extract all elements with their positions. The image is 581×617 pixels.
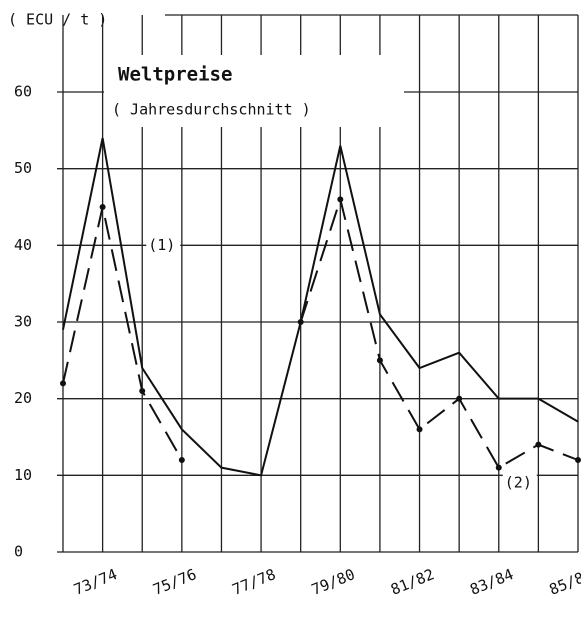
series-line bbox=[62, 137, 579, 477]
y-tick-label: 0 bbox=[14, 543, 23, 561]
y-tick-label: 60 bbox=[14, 83, 32, 101]
y-tick-label: 10 bbox=[14, 466, 32, 484]
y-tick-label: 20 bbox=[14, 389, 32, 407]
y-tick-label: 50 bbox=[14, 159, 32, 177]
annotation-bg bbox=[502, 472, 537, 494]
annotation: (1) bbox=[148, 236, 175, 254]
chart-title: Weltpreise bbox=[118, 64, 232, 86]
x-tick-label: 75/76 bbox=[150, 565, 199, 599]
annotation: (2) bbox=[505, 474, 532, 492]
x-tick-label: 77/78 bbox=[230, 565, 279, 599]
y-tick-label: 30 bbox=[14, 313, 32, 331]
y-tick-label: 40 bbox=[14, 236, 32, 254]
x-tick-label: 83/84 bbox=[467, 565, 516, 599]
series-line bbox=[62, 195, 579, 470]
annotation-bg bbox=[146, 234, 181, 257]
x-tick-label: 79/80 bbox=[309, 565, 358, 599]
x-tick-label: 73/74 bbox=[71, 565, 120, 599]
chart-subtitle: ( Jahresdurchschnitt ) bbox=[112, 101, 311, 119]
x-tick-label: 85/86 bbox=[547, 565, 581, 599]
title-box bbox=[104, 55, 404, 127]
y-unit-label: ( ECU / t ) bbox=[8, 11, 107, 29]
x-tick-label: 81/82 bbox=[388, 565, 437, 599]
